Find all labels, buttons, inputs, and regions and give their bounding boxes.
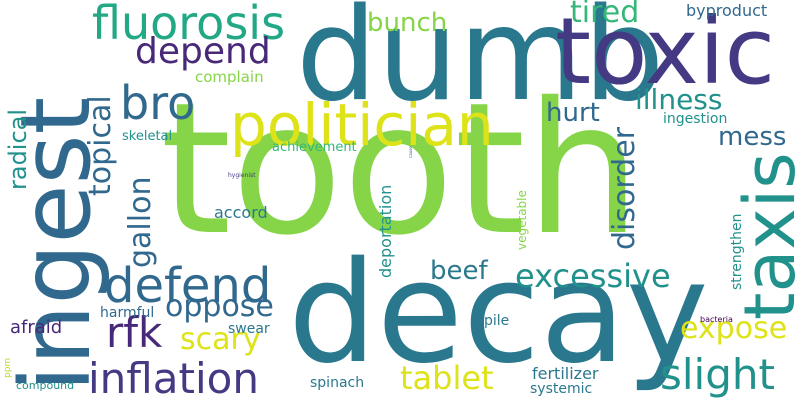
word-deportation: deportation bbox=[376, 184, 395, 278]
word-byproduct: byproduct bbox=[686, 1, 768, 20]
word-bacteria: bacteria bbox=[700, 315, 733, 324]
word-harmful: harmful bbox=[100, 305, 155, 321]
word-complain: complain bbox=[195, 68, 264, 86]
word-hygienist: hygienist bbox=[228, 172, 256, 179]
word-compound: compound bbox=[16, 379, 75, 392]
word-inflation: inflation bbox=[88, 354, 259, 400]
word-topical: topical bbox=[83, 95, 118, 196]
word-tablet: tablet bbox=[400, 359, 494, 397]
word-hurt: hurt bbox=[546, 98, 600, 128]
word-beef: beef bbox=[430, 256, 488, 286]
word-radical: radical bbox=[4, 108, 32, 190]
word-depend: depend bbox=[135, 31, 271, 72]
word-fluorosis: fluorosis bbox=[92, 0, 286, 50]
word-bunch: bunch bbox=[367, 8, 448, 38]
word-fertilizer: fertilizer bbox=[532, 364, 599, 383]
word-scary: scary bbox=[180, 322, 261, 357]
word-tiny: cause bbox=[408, 146, 413, 158]
word-spinach: spinach bbox=[310, 375, 365, 391]
word-disorder: disorder bbox=[607, 126, 642, 250]
word-oppose: oppose bbox=[165, 289, 274, 324]
word-strengthen: strengthen bbox=[729, 213, 745, 290]
word-systemic: systemic bbox=[530, 381, 593, 397]
word-pile: pile bbox=[484, 313, 510, 329]
word-rfk: rfk bbox=[106, 308, 163, 357]
word-gallon: gallon bbox=[123, 176, 158, 268]
word-tooth: tooth bbox=[160, 63, 641, 275]
word-ingestion: ingestion bbox=[663, 111, 728, 127]
word-vegetable: vegetable bbox=[515, 190, 529, 250]
word-swear: swear bbox=[228, 321, 270, 337]
word-toxic: toxic bbox=[555, 0, 776, 105]
word-politician: politician bbox=[230, 91, 494, 159]
word-skeletal: skeletal bbox=[122, 129, 173, 144]
word-excessive: excessive bbox=[515, 257, 671, 295]
word-accord: accord bbox=[214, 203, 268, 222]
word-mess: mess bbox=[718, 122, 787, 152]
word-expose: expose bbox=[680, 311, 788, 346]
word-ppm: ppm bbox=[3, 357, 13, 378]
word-decay: decay bbox=[288, 232, 709, 395]
word-slight: slight bbox=[660, 350, 775, 399]
word-afraid: afraid bbox=[10, 317, 63, 338]
word-bro: bro bbox=[120, 76, 196, 130]
word-tired: tired bbox=[570, 0, 640, 30]
word-achievement: achievement bbox=[272, 140, 357, 155]
word-defend: defend bbox=[104, 258, 272, 314]
word-dumb: dumb bbox=[296, 0, 665, 130]
word-illness: illness bbox=[635, 83, 723, 116]
